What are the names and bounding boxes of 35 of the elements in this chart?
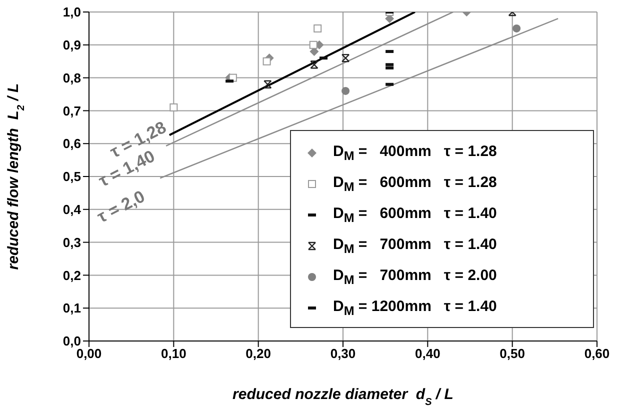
x-tick-label: 0,30 — [330, 346, 356, 362]
legend-label: D$_{M}$ = 700mm τ = 1.40 — [333, 236, 497, 256]
point — [170, 103, 178, 112]
point — [264, 80, 272, 88]
point — [341, 54, 350, 62]
x-tick-label: 0,10 — [161, 346, 186, 362]
y-tick-label: 1,0 — [62, 4, 81, 20]
y-tick-label: 0,4 — [62, 202, 82, 218]
y-tick-label: 0,7 — [62, 103, 81, 118]
point — [512, 24, 521, 32]
legend-label: D$_{M}$ = 700mm τ = 2.00 — [333, 266, 497, 286]
point — [342, 86, 350, 95]
y-tick-label: 0,8 — [62, 70, 81, 86]
y-tick-label: 0,3 — [62, 234, 81, 250]
annotation: τ = 2,0 — [94, 186, 148, 227]
point — [310, 60, 318, 69]
x-tick-label: 0,40 — [415, 346, 440, 362]
y-tick-label: 0,6 — [62, 136, 81, 152]
x-tick-label: 0,20 — [246, 346, 271, 362]
point — [309, 40, 318, 49]
y-tick-label: 0,2 — [62, 268, 81, 283]
legend-label: D$_{M}$ = 1200mm τ = 1.40 — [333, 298, 497, 318]
point — [314, 24, 322, 32]
y-tick-label: 0,1 — [62, 300, 81, 316]
point — [262, 57, 271, 66]
x-tick-label: 0,50 — [500, 346, 525, 362]
y-tick-label: 0,0 — [62, 334, 81, 349]
legend-label: D$_{M}$ = 600mm τ = 1.28 — [333, 174, 497, 194]
x-tick-label: 0,00 — [76, 346, 102, 362]
x-axis-title: reduced nozzle diameter d$_{S}$ / L — [232, 386, 454, 408]
y-tick-label: 0,5 — [62, 169, 81, 184]
y-tick-label: 0,9 — [62, 38, 81, 53]
legend-label: D$_{M}$ = 400mm τ = 1.28 — [333, 142, 497, 162]
legend-label: D$_{M}$ = 600mm τ = 1.40 — [333, 204, 497, 224]
x-tick-label: 0,60 — [584, 346, 610, 362]
